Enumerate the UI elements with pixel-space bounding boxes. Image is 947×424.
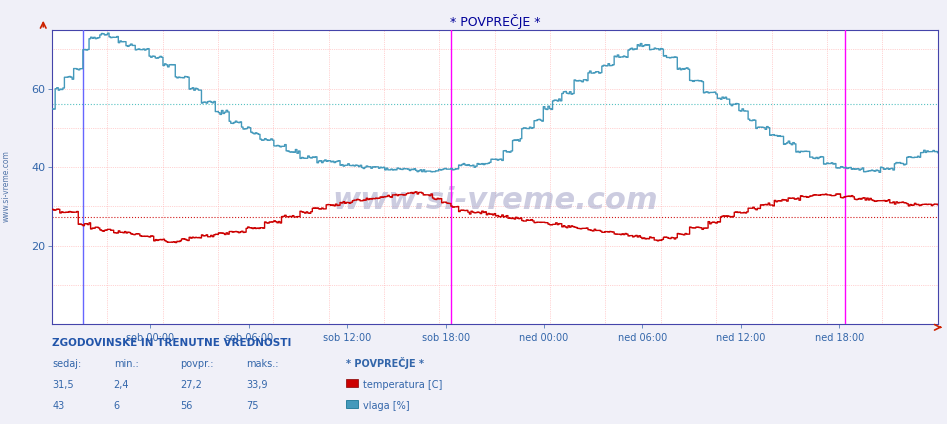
Text: min.:: min.: <box>114 359 138 369</box>
Text: 33,9: 33,9 <box>246 380 268 390</box>
Text: 2,4: 2,4 <box>114 380 129 390</box>
Text: www.si-vreme.com: www.si-vreme.com <box>2 151 11 223</box>
Text: * POVPREČJE *: * POVPREČJE * <box>346 357 423 369</box>
Title: * POVPREČJE *: * POVPREČJE * <box>450 14 540 28</box>
Text: 27,2: 27,2 <box>180 380 202 390</box>
Text: ZGODOVINSKE IN TRENUTNE VREDNOSTI: ZGODOVINSKE IN TRENUTNE VREDNOSTI <box>52 338 292 348</box>
Text: 6: 6 <box>114 401 119 411</box>
Text: vlaga [%]: vlaga [%] <box>363 401 409 411</box>
Text: www.si-vreme.com: www.si-vreme.com <box>332 186 657 215</box>
Text: 31,5: 31,5 <box>52 380 74 390</box>
Text: 43: 43 <box>52 401 64 411</box>
Text: 56: 56 <box>180 401 192 411</box>
Text: temperatura [C]: temperatura [C] <box>363 380 442 390</box>
Text: maks.:: maks.: <box>246 359 278 369</box>
Text: povpr.:: povpr.: <box>180 359 213 369</box>
Text: sedaj:: sedaj: <box>52 359 81 369</box>
Text: 75: 75 <box>246 401 259 411</box>
